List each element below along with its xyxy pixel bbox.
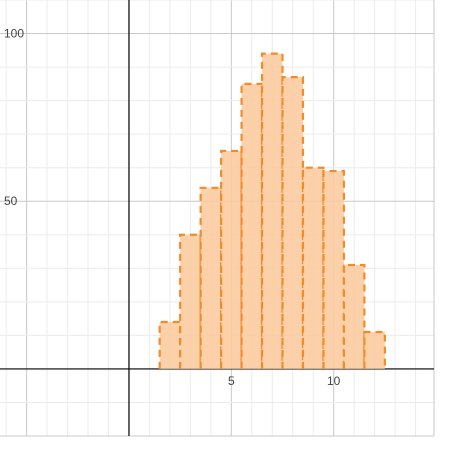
histogram-bar <box>221 150 242 369</box>
histogram-bar <box>282 77 303 369</box>
histogram-bars <box>158 52 386 369</box>
histogram-bar <box>262 53 283 369</box>
histogram-bar-edge <box>219 149 243 369</box>
histogram-bar <box>200 187 222 369</box>
histogram-bar <box>364 332 385 369</box>
histogram-bar-edge <box>301 166 325 369</box>
histogram-bar <box>343 264 365 369</box>
histogram-bar-edge <box>363 330 386 369</box>
y-tick-label: 100 <box>4 27 24 41</box>
y-tick-label: 50 <box>4 194 18 208</box>
histogram-bar <box>323 171 344 369</box>
histogram-bar <box>302 167 324 369</box>
histogram-bar-edge <box>342 263 366 369</box>
histogram-bar <box>241 83 263 369</box>
x-tick-label: 10 <box>327 374 341 388</box>
x-tick-label: 5 <box>228 374 235 388</box>
histogram-bar <box>180 234 201 369</box>
tick-labels: 5 10 50 100 <box>4 27 341 388</box>
histogram-bar <box>159 321 181 369</box>
